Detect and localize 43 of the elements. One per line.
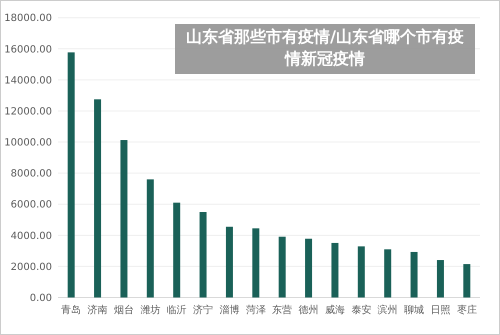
y-tick-label: 18000.00	[4, 13, 52, 24]
x-tick-label: 临沂	[166, 304, 187, 316]
x-tick-label: 济宁	[193, 304, 214, 316]
y-tick-label: 10000.00	[4, 138, 52, 149]
y-tick-label: 8000.00	[10, 168, 52, 180]
bar	[120, 140, 128, 298]
x-tick-label: 东营	[272, 304, 292, 316]
x-tick-label: 济南	[88, 304, 108, 316]
bar	[146, 179, 154, 298]
y-tick-label: 2000.00	[10, 262, 52, 273]
bar	[68, 52, 75, 298]
bar	[384, 249, 392, 298]
bar	[226, 226, 233, 298]
bar	[358, 246, 365, 298]
x-tick-label: 烟台	[114, 304, 134, 316]
bar	[173, 202, 180, 298]
y-tick-label: 16000.00	[4, 44, 52, 56]
bar	[436, 260, 444, 298]
bar	[252, 228, 260, 298]
x-tick-label: 德州	[298, 304, 319, 316]
x-tick-label: 滨州	[378, 304, 398, 316]
y-tick-label: 14000.00	[4, 75, 52, 86]
y-tick-label: 0.00	[30, 293, 52, 304]
x-tick-label: 泰安	[351, 304, 372, 316]
x-tick-label: 枣庄	[456, 304, 477, 316]
x-tick-label: 淄博	[219, 304, 240, 316]
x-tick-label: 潍坊	[140, 304, 160, 316]
bar	[278, 236, 286, 298]
bar	[94, 99, 102, 298]
y-tick-label: 12000.00	[4, 106, 52, 118]
bar	[331, 242, 338, 298]
bar	[305, 238, 312, 298]
x-tick-label: 聊城	[404, 304, 424, 316]
text: 山东省那些市有疫情/山东省哪个市有疫情新冠疫情	[185, 26, 465, 70]
x-tick-label: 菏泽	[246, 304, 266, 316]
bar	[200, 212, 207, 298]
y-tick-label: 4000.00	[10, 230, 52, 242]
x-tick-label: 威海	[324, 304, 345, 316]
x-tick-label: 日照	[430, 305, 450, 316]
x-tick-label: 青岛	[61, 304, 82, 316]
bar	[463, 264, 470, 298]
y-tick-label: 6000.00	[10, 200, 52, 211]
bar	[410, 252, 418, 298]
